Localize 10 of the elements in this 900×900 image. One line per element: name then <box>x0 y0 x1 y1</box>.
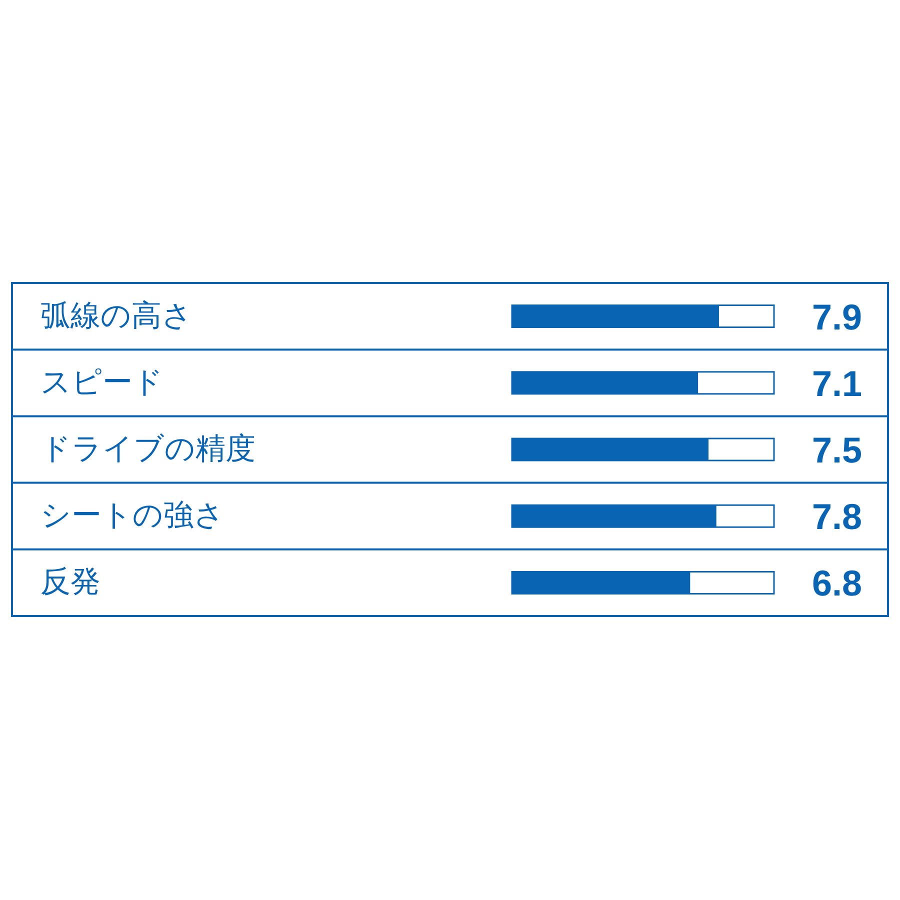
y-tick-label: シートの強さ <box>40 498 224 534</box>
data-label: 7.5 <box>812 430 862 470</box>
data-label: 7.8 <box>812 496 862 538</box>
y-tick-label: 反発 <box>40 564 100 600</box>
data-label: 6.8 <box>812 562 862 604</box>
data-label: 7.1 <box>812 362 862 404</box>
data-label: 7.9 <box>812 296 862 338</box>
y-tick-label: 弧線の高さ <box>40 298 192 334</box>
y-tick-label: スピード <box>40 364 164 400</box>
y-tick-label: ドライブの精度 <box>40 432 256 466</box>
